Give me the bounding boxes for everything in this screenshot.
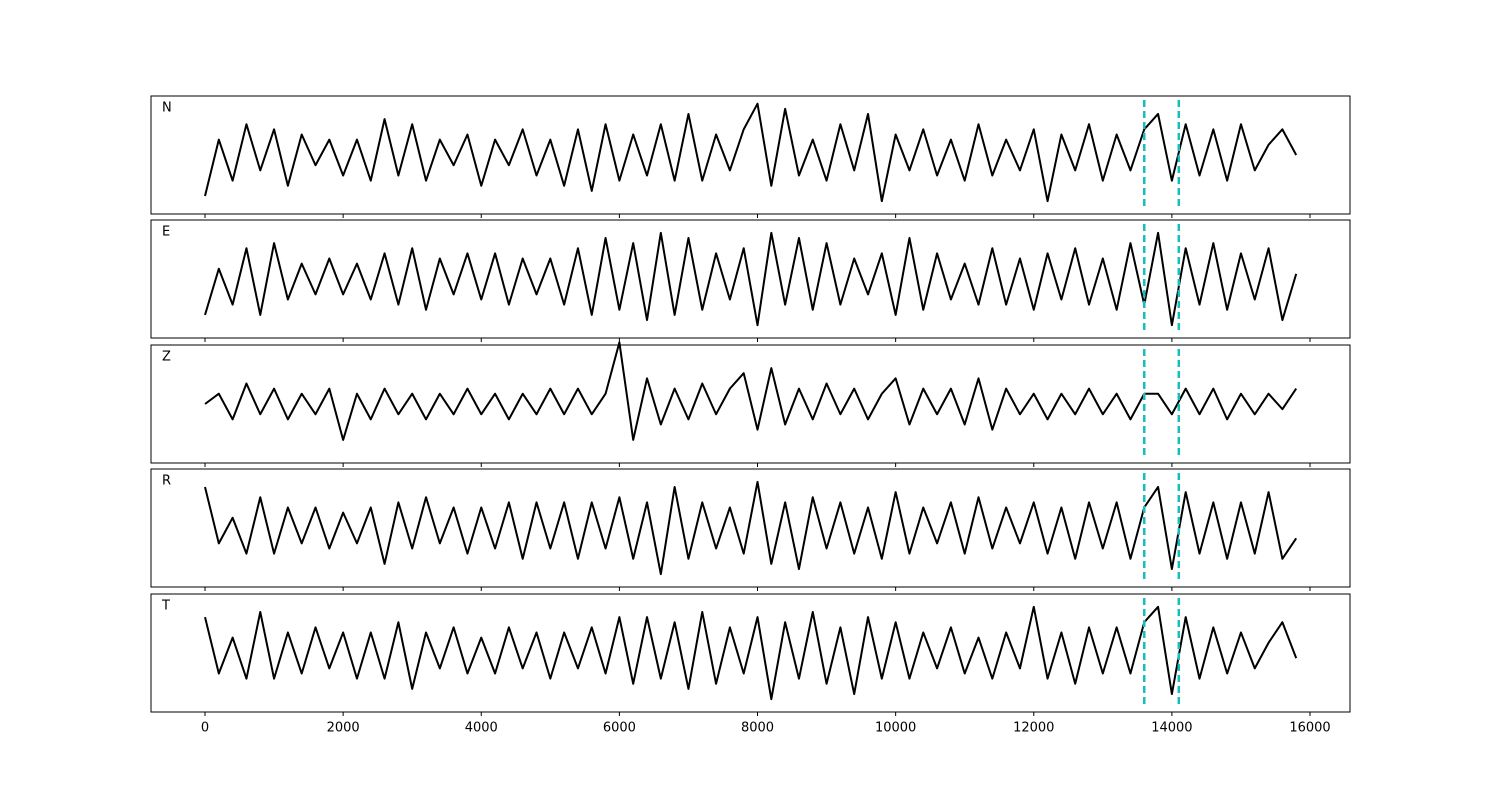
x-tick-label: 16000 [1289,721,1330,736]
x-tick-label: 6000 [603,721,636,736]
x-tick-label: 4000 [465,721,498,736]
trace-label: N [162,101,172,116]
panel: N [150,95,1351,218]
trace-label: R [162,474,171,489]
trace [204,231,1298,327]
trace-label: T [161,599,170,614]
x-tick-label: 2000 [327,721,360,736]
x-tick-label: 12000 [1013,721,1054,736]
x-tick-label: 14000 [1151,721,1192,736]
trace-label: E [162,225,170,240]
trace [204,480,1298,576]
trace [204,605,1298,701]
trace [204,341,1298,441]
panel: T 0 2000 4000 6000 8000 10000 12000 14000 16000 [150,593,1351,736]
panel: Z [150,341,1351,467]
trace-label: Z [162,350,171,365]
trace [204,102,1298,203]
axes-frame [150,468,1351,588]
panel: E [150,219,1351,342]
x-tick-label: 0 [201,721,209,736]
axes-frame [150,95,1351,215]
panel: R [150,468,1351,591]
axes-frame [150,219,1351,339]
axes-frame [150,344,1351,464]
axes-frame [150,593,1351,713]
x-tick-label: 8000 [741,721,774,736]
x-tick-label: 10000 [875,721,916,736]
